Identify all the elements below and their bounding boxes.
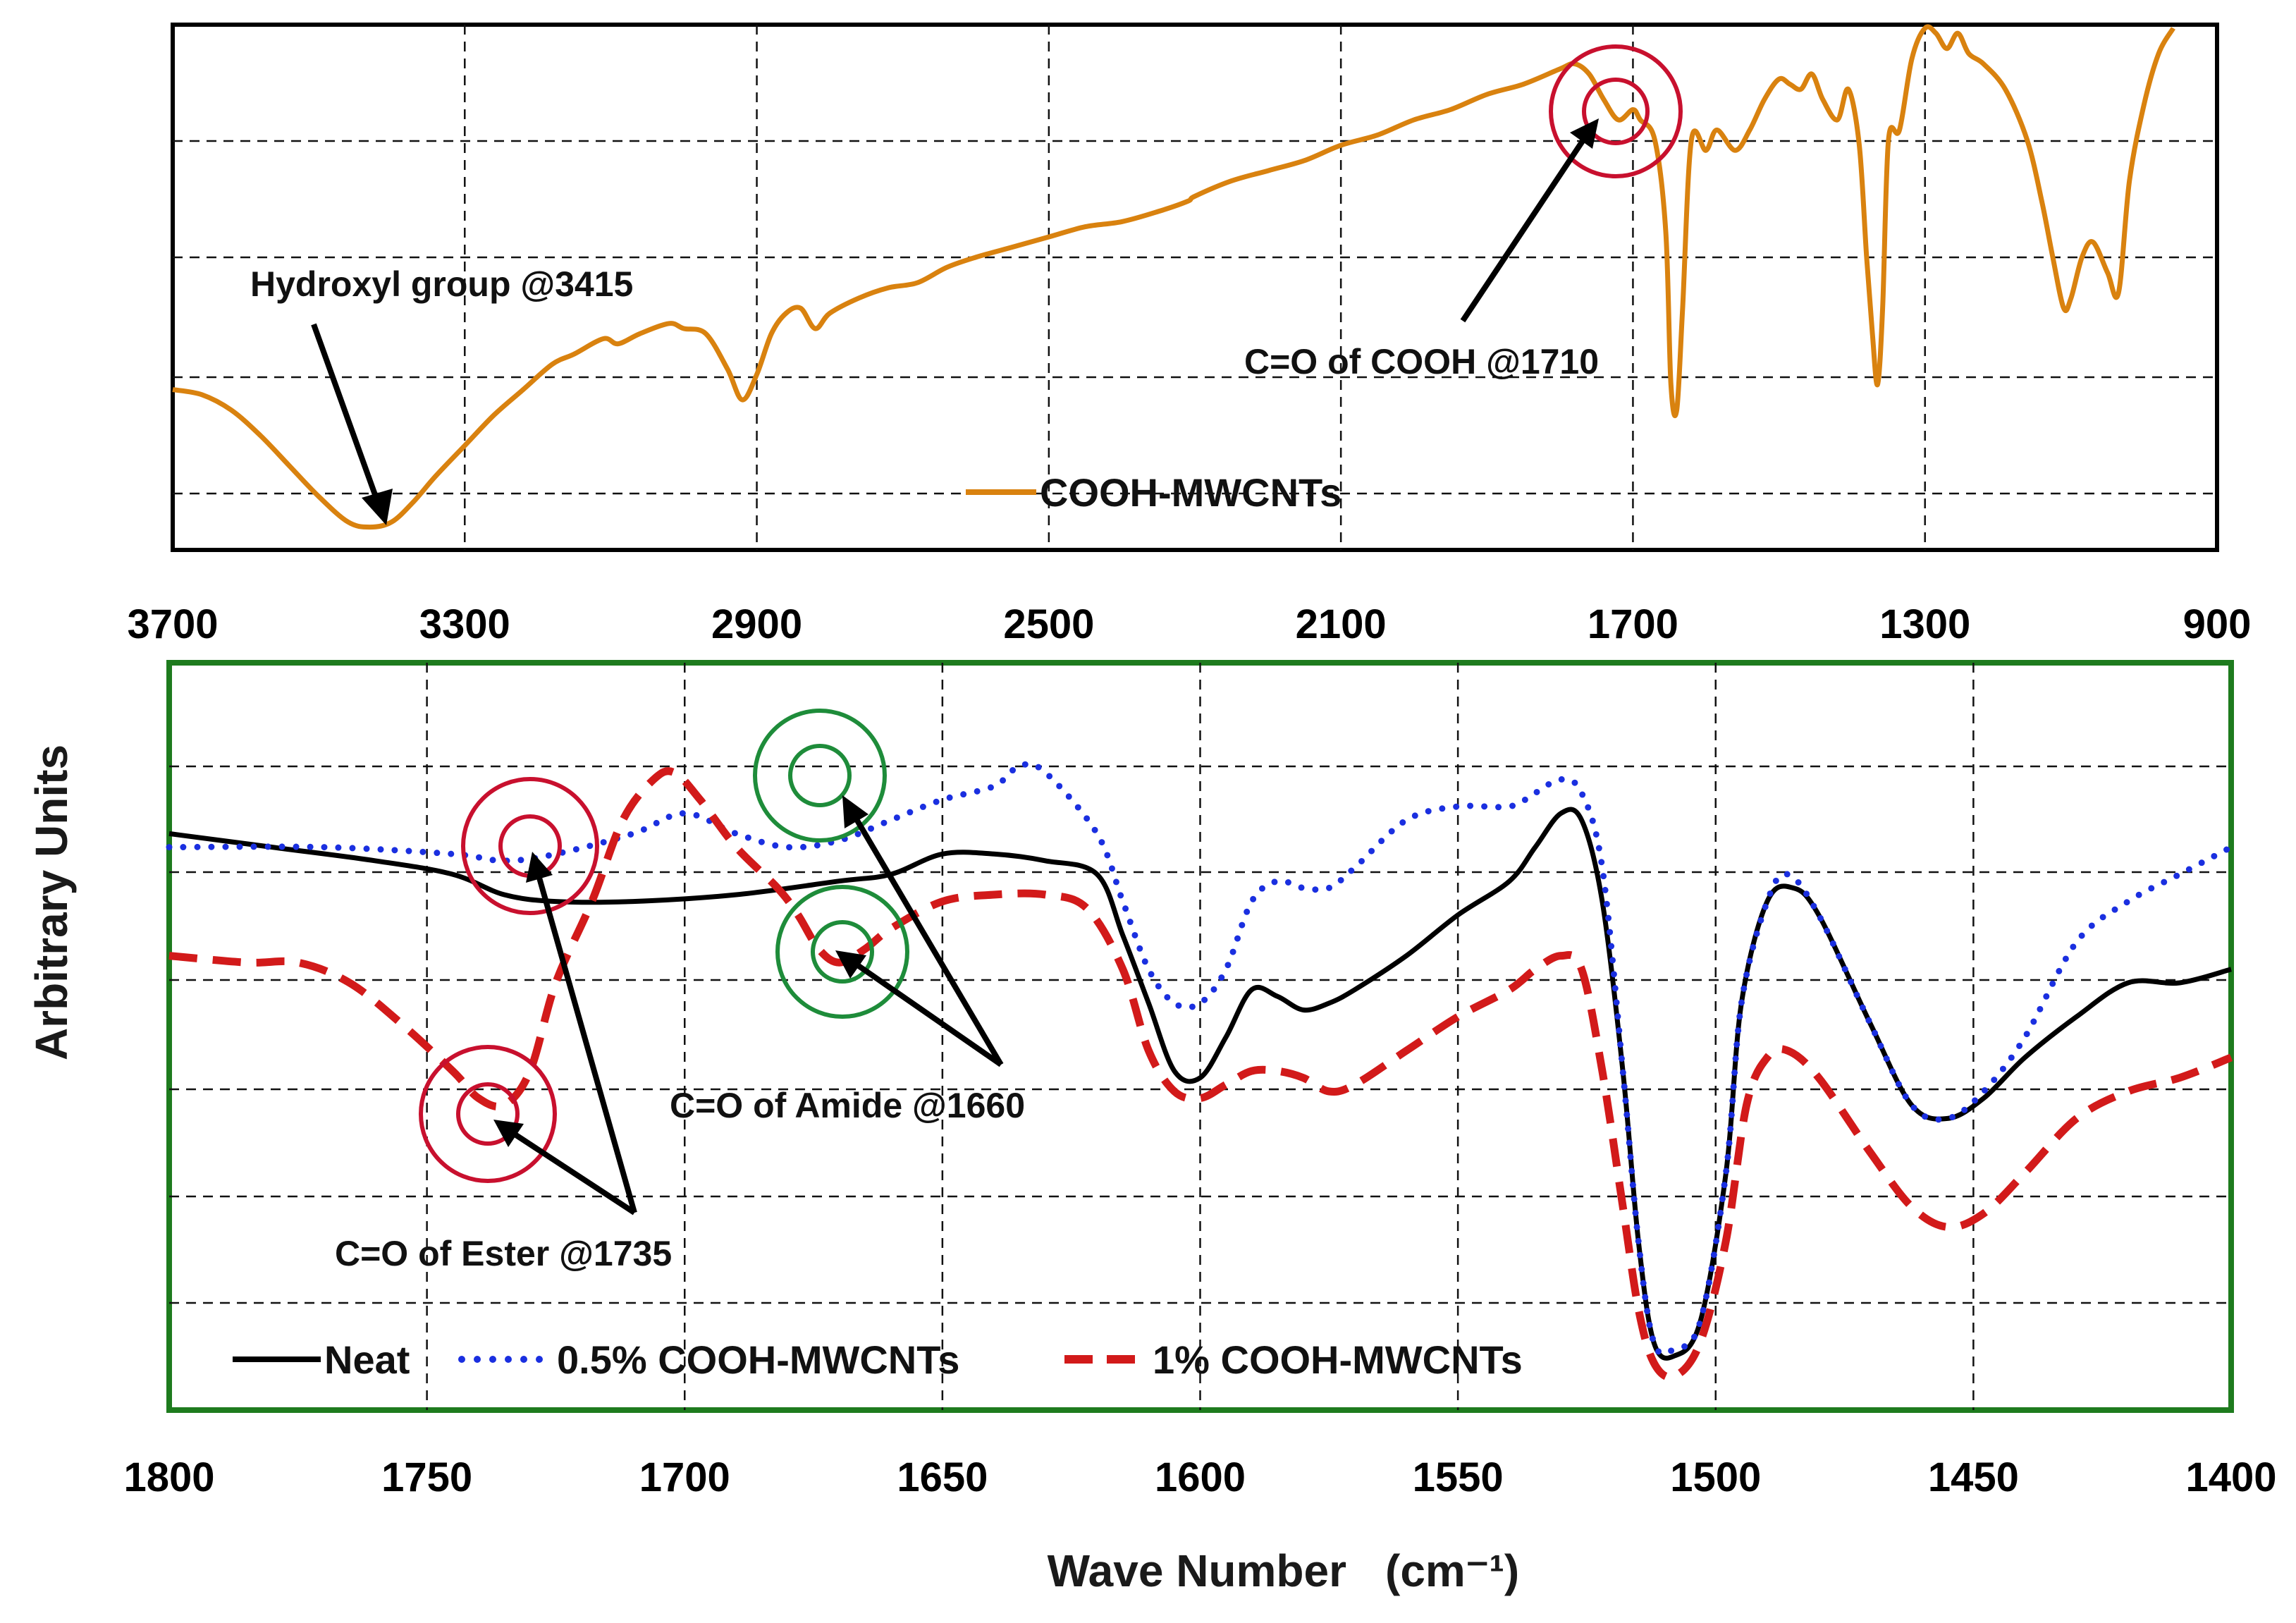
top-x-tick-1700: 1700 <box>1588 601 1678 647</box>
top-panel: Hydroxyl group @3415 C=O of COOH @1710 C… <box>127 23 2251 647</box>
amide-circle-2-outer <box>775 885 909 1019</box>
top-x-tick-3700: 3700 <box>127 601 218 647</box>
cooh-circle-outer <box>1549 44 1683 178</box>
bottom-x-tick-1500: 1500 <box>1670 1454 1761 1500</box>
y-axis-title: Arbitrary Units <box>26 745 77 1060</box>
top-legend-label: COOH-MWCNTs <box>1040 470 1342 515</box>
legend-label-one: 1% COOH-MWCNTs <box>1153 1337 1523 1382</box>
top-legend: COOH-MWCNTs <box>966 470 1342 515</box>
amide-arrow-1 <box>842 795 1004 1067</box>
series-1-cooh-mwcnts <box>168 767 2233 1381</box>
top-x-tick-900: 900 <box>2183 601 2252 647</box>
ester-circle-2-outer <box>419 1045 557 1183</box>
bottom-x-tick-1650: 1650 <box>897 1454 988 1500</box>
bottom-x-tick-1550: 1550 <box>1413 1454 1504 1500</box>
amide-circle-2-inner <box>811 920 874 984</box>
bottom-panel: C=O of Amide @1660 C=O of Ester @1735 Ne… <box>26 660 2277 1596</box>
amide-arrow-2 <box>835 950 1003 1067</box>
x-axis-unit: (cm⁻¹) <box>1385 1545 1519 1596</box>
bottom-x-tick-1450: 1450 <box>1928 1454 2019 1500</box>
bottom-x-tick-1400: 1400 <box>2185 1454 2276 1500</box>
cooh-annotation: C=O of COOH @1710 <box>1244 342 1599 381</box>
amide-circle-1-outer <box>753 709 887 843</box>
ester-arrow-2 <box>493 1120 637 1215</box>
ester-arrow-1 <box>526 852 637 1214</box>
top-x-tick-2900: 2900 <box>711 601 802 647</box>
top-plot-frame <box>171 23 2219 552</box>
top-series-cooh-mwcnts <box>172 24 2175 530</box>
ester-circle-2-inner <box>456 1082 520 1146</box>
hydroxyl-annotation: Hydroxyl group @3415 <box>250 264 633 304</box>
top-x-tick-1300: 1300 <box>1879 601 1970 647</box>
amide-circle-1-inner <box>788 744 852 807</box>
bottom-x-tick-1700: 1700 <box>639 1454 730 1500</box>
top-x-tick-2100: 2100 <box>1296 601 1387 647</box>
top-x-tick-labels: 3700 3300 2900 2500 2100 1700 1300 900 <box>127 601 2251 647</box>
legend-label-half: 0.5% COOH-MWCNTs <box>557 1337 959 1382</box>
cooh-arrow <box>1460 118 1599 323</box>
ester-circle-1-outer <box>461 777 599 915</box>
x-axis-title: Wave Number <box>1048 1545 1346 1596</box>
top-x-tick-3300: 3300 <box>419 601 510 647</box>
bottom-x-tick-labels: 1800 1750 1700 1650 1600 1550 1500 1450 1400 <box>123 1454 2276 1500</box>
bottom-x-tick-1800: 1800 <box>123 1454 214 1500</box>
top-x-tick-2500: 2500 <box>1003 601 1094 647</box>
series-0-5-cooh-mwcnts <box>166 761 2235 1357</box>
hydroxyl-arrow <box>311 323 393 525</box>
bottom-x-tick-1750: 1750 <box>381 1454 472 1500</box>
bottom-legend: Neat 0.5% COOH-MWCNTs 1% COOH-MWCNTs <box>233 1337 1523 1382</box>
series-neat <box>168 807 2232 1361</box>
amide-annotation: C=O of Amide @1660 <box>670 1086 1025 1125</box>
bottom-x-tick-1600: 1600 <box>1155 1454 1246 1500</box>
cooh-circle-inner <box>1582 78 1650 145</box>
bottom-gridlines <box>169 663 2231 1410</box>
top-gridlines <box>173 25 2217 550</box>
legend-label-neat: Neat <box>324 1337 410 1382</box>
ester-annotation: C=O of Ester @1735 <box>335 1234 672 1273</box>
